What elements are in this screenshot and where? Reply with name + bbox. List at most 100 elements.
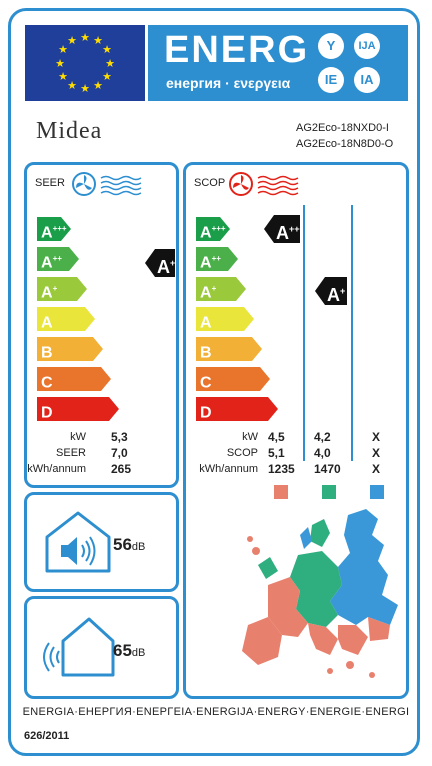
heating-colder-annum: X [372, 462, 381, 476]
cooling-class-letter: D [41, 404, 53, 422]
energy-title: ENERG [164, 29, 310, 71]
svg-text:★: ★ [102, 44, 112, 56]
heating-class-bar: D [196, 397, 278, 421]
indoor-noise-panel: 56dB [24, 492, 179, 592]
heating-class-bar: A++ [196, 247, 238, 271]
heating-class-plus: ++ [211, 254, 221, 263]
heating-class-letter: C [200, 374, 212, 392]
cooling-class-plus: ++ [52, 254, 62, 263]
heating-panel: SCOP A+++ A++ A+ A B C D A+++ A+ kW SCOP kWh/a… [183, 162, 409, 699]
indoor-noise-unit: dB [131, 541, 146, 553]
cooling-class-bar: B [37, 337, 103, 361]
seer-label: SEER [35, 177, 65, 189]
indoor-noise-number: 56 [113, 535, 132, 554]
heating-class-letter: A [200, 254, 212, 272]
heating-colder-scop: X [372, 446, 381, 460]
scop-label: SCOP [194, 177, 226, 189]
cooling-rating-letter: A [157, 257, 170, 277]
energy-footer-languages: ENERGIA·ЕНЕРГИЯ·ΕΝΕΡΓΕΙΑ·ENERGIJA·ENERGY… [22, 706, 410, 718]
svg-text:★: ★ [105, 58, 115, 70]
energy-header: ENERG енергия · ενεργεια Y IJA IE IA [148, 25, 408, 101]
heating-rating-warmer: A+++ [264, 215, 300, 243]
brand-logo: Midea [36, 118, 103, 144]
lang-ie: IE [318, 67, 344, 93]
cooling-class-letter: B [41, 344, 53, 362]
outdoor-noise-unit: dB [131, 647, 146, 659]
svg-text:★: ★ [93, 35, 103, 47]
heating-average-scop: 4,0 [314, 446, 331, 460]
cooling-value-annum: 265 [111, 462, 132, 476]
outdoor-noise-number: 65 [113, 641, 132, 660]
heating-class-bar: A+ [196, 277, 246, 301]
svg-text:★: ★ [67, 35, 77, 47]
zone-warmer-swatch [274, 485, 288, 499]
cooling-class-bar: A++ [37, 247, 79, 271]
cooling-class-letter: A [41, 314, 53, 332]
model-indoor: AG2Eco-18NXD0-I [296, 122, 389, 134]
cooling-class-bar: A [37, 307, 95, 331]
cooling-fan-icon [72, 172, 142, 196]
zone-divider-1 [303, 205, 305, 461]
indoor-speaker-house-icon [45, 511, 111, 573]
cooling-value-seer: 7,0 [111, 446, 128, 460]
zone-colder-swatch [370, 485, 384, 499]
heating-average-kw: 4,2 [314, 430, 331, 444]
zone-average-swatch [322, 485, 336, 499]
heating-average-annum: 1470 [314, 462, 341, 476]
cooling-value-kw: 5,3 [111, 430, 128, 444]
label-frame [8, 8, 420, 756]
eu-flag: ★ ★ ★ ★ ★ ★ ★ ★ ★ ★ ★ ★ [25, 25, 145, 101]
heating-warmer-annum: 1235 [268, 462, 295, 476]
cooling-class-letter: C [41, 374, 53, 392]
europe-climate-map [242, 509, 398, 678]
svg-text:★: ★ [80, 83, 90, 95]
svg-text:★: ★ [80, 32, 90, 44]
heating-unit-kw: kW [242, 431, 258, 443]
cooling-class-plus: +++ [52, 224, 67, 233]
heating-rating-warmer-plus: +++ [289, 224, 305, 234]
lang-ia: IA [354, 67, 380, 93]
heating-fan-icon [229, 172, 299, 196]
svg-text:★: ★ [55, 58, 65, 70]
indoor-noise-value: 56dB [113, 535, 145, 555]
cooling-unit-annum: kWh/annum [27, 463, 86, 475]
heating-class-plus: +++ [211, 224, 226, 233]
heating-warmer-kw: 4,5 [268, 430, 285, 444]
svg-text:★: ★ [102, 71, 112, 83]
cooling-class-bar: A+ [37, 277, 87, 301]
heating-class-bar: A [196, 307, 254, 331]
heating-class-letter: A [200, 314, 212, 332]
cooling-class-letter: A [41, 254, 53, 272]
svg-text:★: ★ [67, 80, 77, 92]
heating-class-letter: A [200, 224, 212, 242]
heating-class-letter: B [200, 344, 212, 362]
cooling-class-bar: A+++ [37, 217, 71, 241]
svg-text:★: ★ [93, 80, 103, 92]
heating-class-bar: A+++ [196, 217, 230, 241]
model-outdoor: AG2Eco-18N8D0-O [296, 138, 394, 150]
heating-class-plus: + [211, 284, 217, 293]
energy-subtitle: енергия · ενεργεια [166, 75, 291, 91]
eu-stars-icon: ★ ★ ★ ★ ★ ★ ★ ★ ★ ★ ★ ★ [55, 32, 115, 95]
heating-class-bar: C [196, 367, 270, 391]
zone-divider-2 [351, 205, 353, 461]
cooling-panel: SEER A+++ A++ A+ A B C D A++ kW 5,3 SEER 7,0 k… [24, 162, 179, 488]
heating-warmer-scop: 5,1 [268, 446, 285, 460]
heating-rating-average-letter: A [327, 285, 340, 305]
outdoor-noise-panel: 65dB [24, 596, 179, 699]
heating-rating-average-plus: + [340, 286, 346, 296]
cooling-rating-plus: ++ [170, 258, 181, 268]
heating-rating-warmer-letter: A [276, 223, 289, 243]
heating-unit-annum: kWh/annum [199, 463, 258, 475]
cooling-class-bar: D [37, 397, 119, 421]
cooling-class-letter: A [41, 284, 53, 302]
heating-class-letter: A [200, 284, 212, 302]
cooling-class-plus: + [52, 284, 58, 293]
cooling-unit-kw: kW [70, 431, 86, 443]
lang-ija: IJA [354, 33, 380, 59]
cooling-rating-arrow: A++ [145, 249, 175, 277]
svg-text:★: ★ [58, 44, 68, 56]
svg-text:★: ★ [58, 71, 68, 83]
cooling-class-letter: A [41, 224, 53, 242]
heating-class-letter: D [200, 404, 212, 422]
